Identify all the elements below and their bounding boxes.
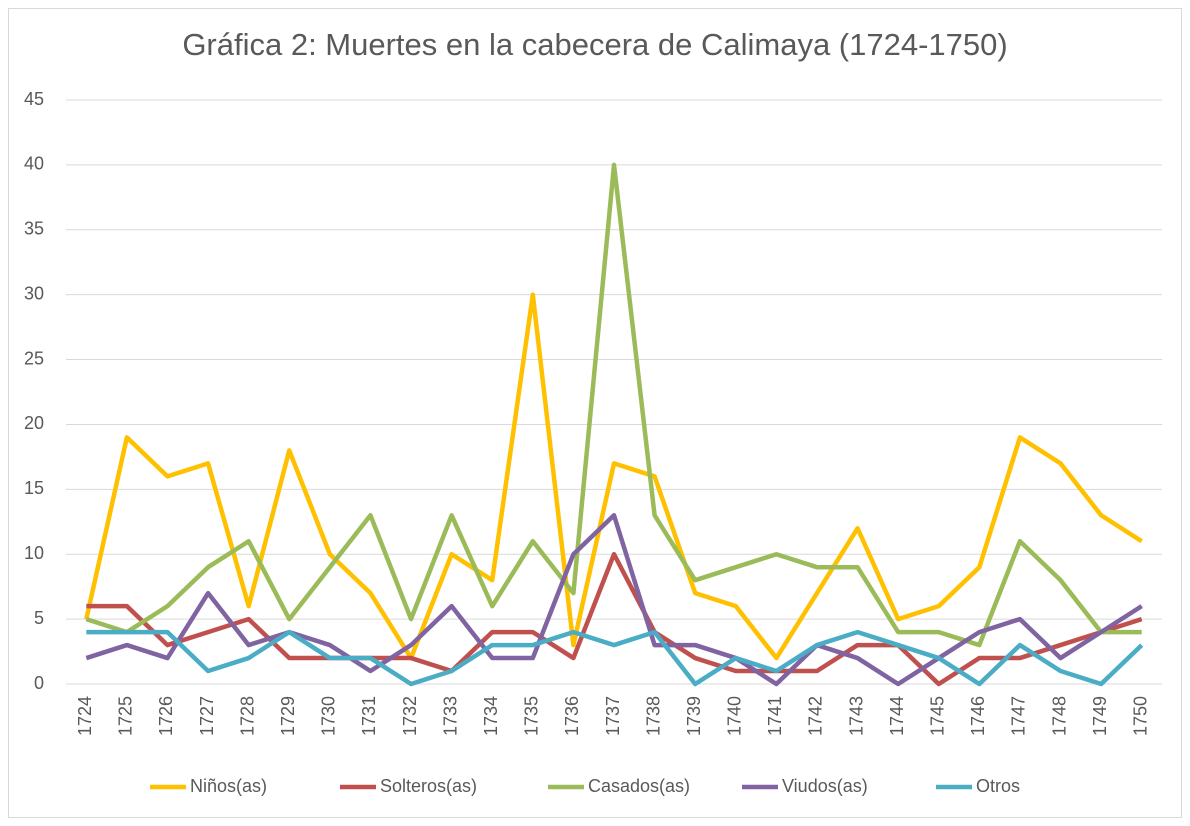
- legend-label: Niños(as): [190, 776, 267, 796]
- x-tick-label: 1743: [846, 696, 866, 736]
- x-tick-label: 1729: [278, 696, 298, 736]
- y-tick-label: 45: [24, 89, 44, 109]
- x-tick-label: 1748: [1049, 696, 1069, 736]
- y-tick-label: 5: [34, 608, 44, 628]
- x-tick-label: 1733: [440, 696, 460, 736]
- x-tick-label: 1739: [684, 696, 704, 736]
- y-tick-label: 0: [34, 673, 44, 693]
- legend-label: Solteros(as): [380, 776, 477, 796]
- x-tick-label: 1737: [603, 696, 623, 736]
- chart-border: [8, 8, 1182, 818]
- chart-title: Gráfica 2: Muertes en la cabecera de Cal…: [182, 27, 1007, 62]
- y-tick-label: 20: [24, 413, 44, 433]
- x-tick-label: 1724: [75, 696, 95, 736]
- y-tick-label: 10: [24, 543, 44, 563]
- x-tick-label: 1740: [725, 696, 745, 736]
- series-line: [84, 292, 1143, 661]
- x-tick-label: 1746: [968, 696, 988, 736]
- x-tick-label: 1742: [806, 696, 826, 736]
- legend-label: Viudos(as): [782, 776, 868, 796]
- x-tick-label: 1744: [887, 696, 907, 736]
- x-tick-label: 1749: [1090, 696, 1110, 736]
- y-tick-label: 35: [24, 219, 44, 239]
- y-tick-label: 15: [24, 478, 44, 498]
- x-tick-label: 1732: [400, 696, 420, 736]
- x-tick-label: 1735: [522, 696, 542, 736]
- x-tick-label: 1747: [1009, 696, 1029, 736]
- x-tick-label: 1736: [562, 696, 582, 736]
- y-tick-label: 25: [24, 348, 44, 368]
- x-tick-label: 1734: [481, 696, 501, 736]
- x-tick-label: 1738: [643, 696, 663, 736]
- series-line: [86, 551, 1143, 687]
- legend-label: Otros: [976, 776, 1020, 796]
- x-tick-label: 1725: [116, 696, 136, 736]
- legend-label: Casados(as): [588, 776, 690, 796]
- x-tick-label: 1731: [359, 696, 379, 736]
- x-tick-label: 1726: [156, 696, 176, 736]
- y-tick-label: 40: [24, 154, 44, 174]
- x-tick-label: 1750: [1130, 696, 1150, 736]
- series-line: [86, 629, 1144, 687]
- x-tick-label: 1730: [319, 696, 339, 736]
- x-tick-label: 1727: [197, 696, 217, 736]
- y-tick-label: 30: [24, 283, 44, 303]
- x-tick-label: 1745: [927, 696, 947, 736]
- series-line: [85, 513, 1143, 687]
- x-tick-label: 1741: [765, 696, 785, 736]
- x-tick-label: 1728: [237, 696, 257, 736]
